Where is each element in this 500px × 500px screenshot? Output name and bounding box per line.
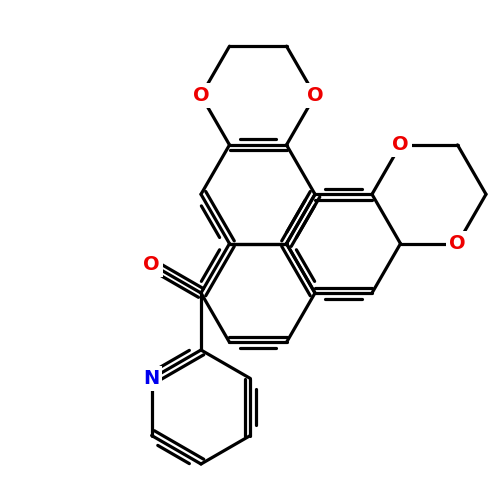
Text: N: N	[144, 369, 160, 388]
Text: O: O	[192, 86, 210, 105]
Text: O: O	[144, 255, 160, 274]
Text: O: O	[449, 234, 466, 253]
Text: O: O	[306, 86, 324, 105]
Text: O: O	[392, 136, 409, 154]
